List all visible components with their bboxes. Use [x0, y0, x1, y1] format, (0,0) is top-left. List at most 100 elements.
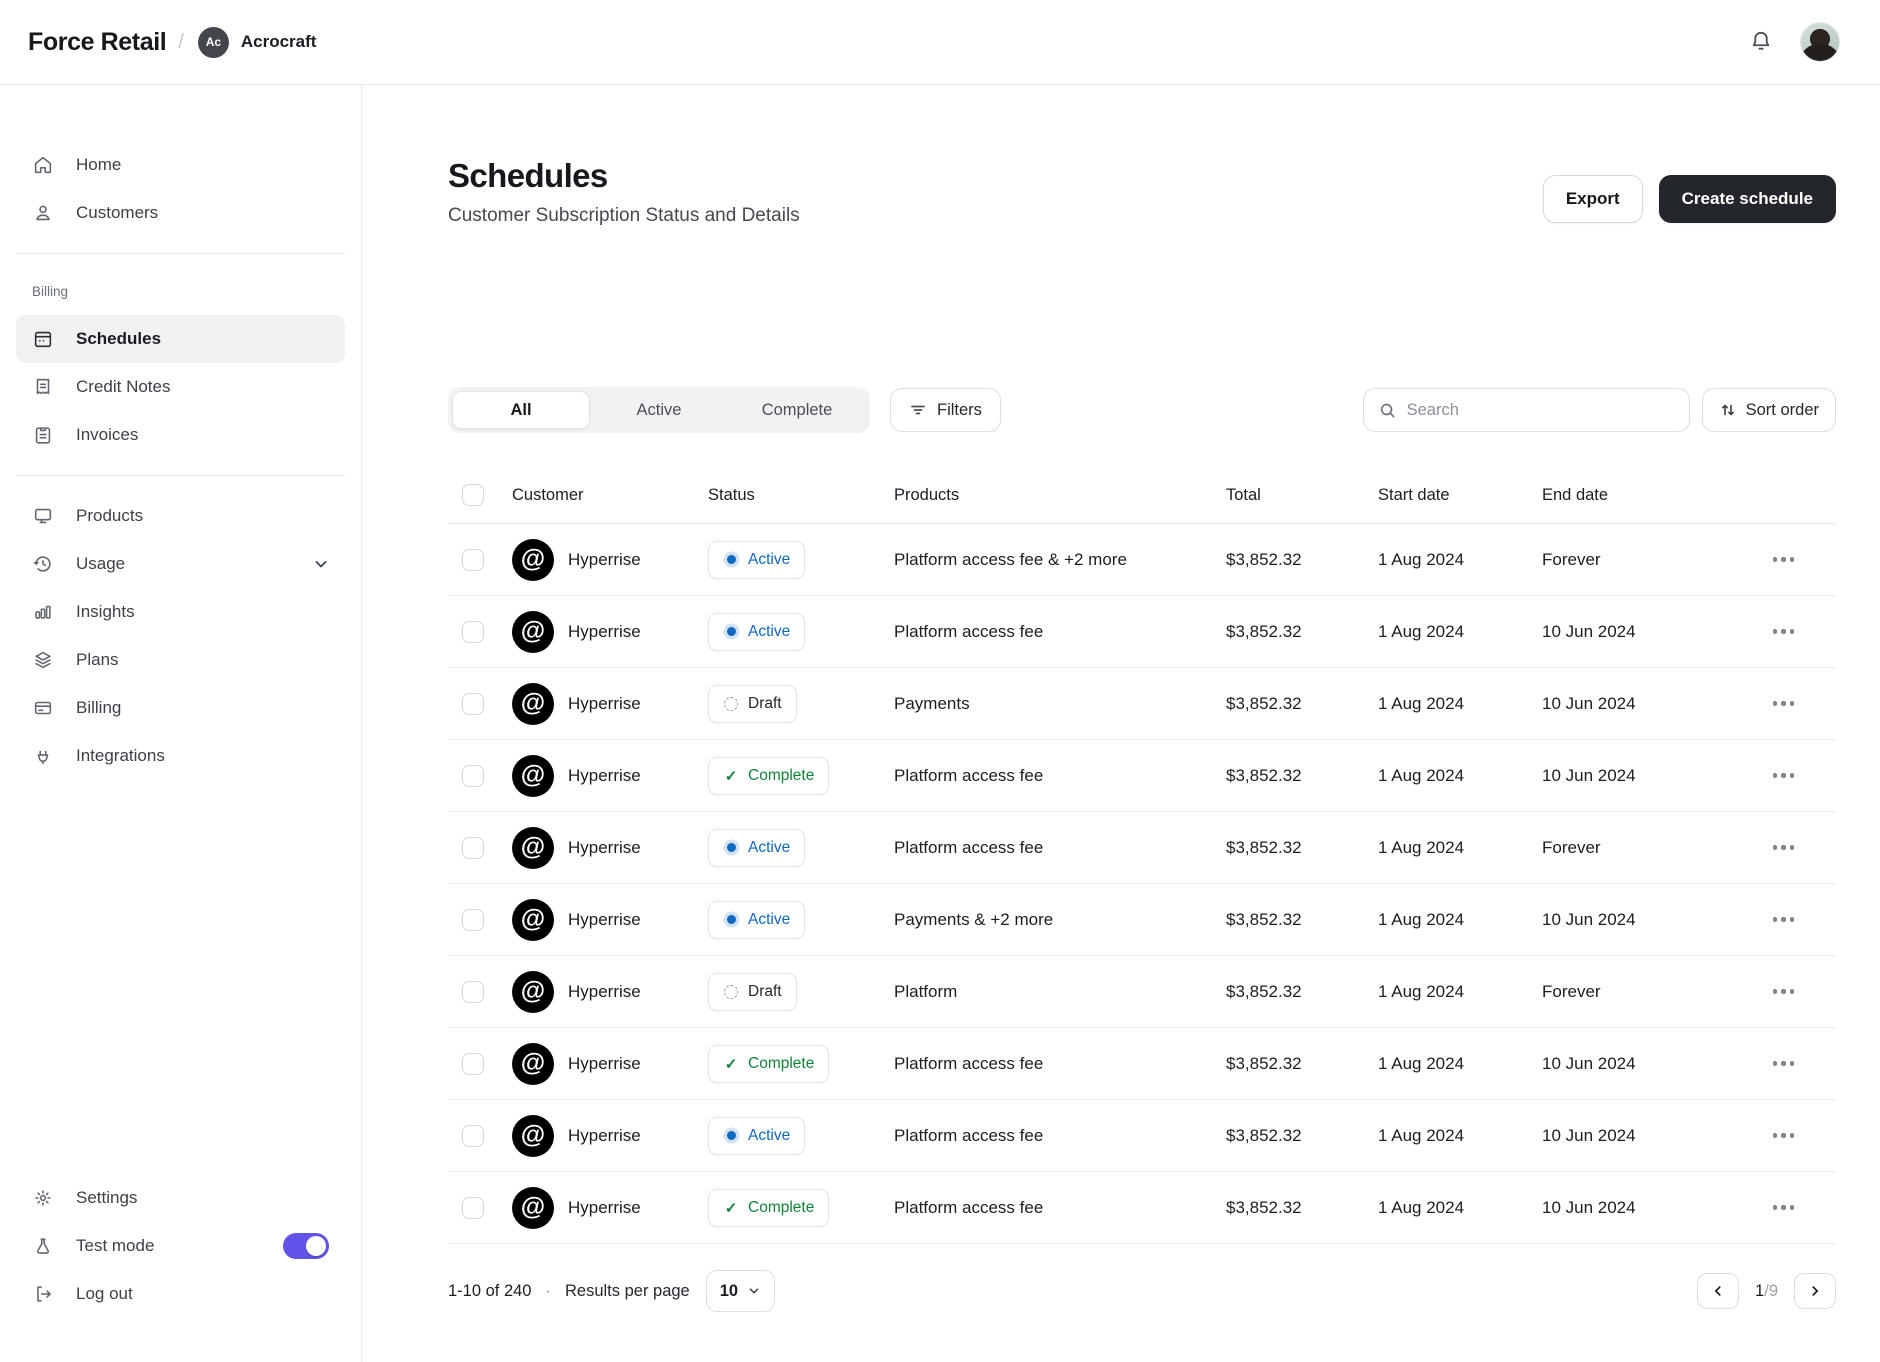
customer-name: Hyperrise: [568, 1197, 641, 1217]
status-icon: [723, 1128, 739, 1144]
column-header-start-date[interactable]: Start date: [1378, 485, 1450, 504]
sidebar-item-invoices[interactable]: Invoices: [16, 411, 345, 459]
row-checkbox[interactable]: [462, 692, 484, 715]
column-header-total[interactable]: Total: [1226, 485, 1261, 504]
row-checkbox[interactable]: [462, 548, 484, 571]
column-header-products[interactable]: Products: [894, 485, 960, 504]
credit-notes-icon: [32, 376, 54, 398]
table-header: Customer Status Products Total Start dat…: [448, 467, 1836, 524]
row-checkbox[interactable]: [462, 908, 484, 931]
row-checkbox[interactable]: [462, 620, 484, 643]
row-actions-menu[interactable]: [1771, 1199, 1797, 1216]
export-button[interactable]: Export: [1542, 175, 1643, 223]
sidebar-divider: [16, 475, 345, 476]
row-actions-menu[interactable]: [1771, 551, 1797, 568]
sidebar-item-products[interactable]: Products: [16, 492, 345, 540]
test-mode-toggle[interactable]: [283, 1233, 329, 1259]
status-badge: Active: [708, 540, 806, 579]
sidebar-item-logout[interactable]: Log out: [16, 1270, 345, 1318]
sidebar-item-settings[interactable]: Settings: [16, 1174, 345, 1222]
end-date-cell: 10 Jun 2024: [1542, 693, 1636, 713]
row-actions-menu[interactable]: [1771, 911, 1797, 928]
filters-label: Filters: [937, 400, 982, 419]
sidebar-item-label: Billing: [76, 698, 122, 717]
row-actions-menu[interactable]: [1771, 767, 1797, 784]
start-date-cell: 1 Aug 2024: [1378, 1125, 1465, 1145]
tab-active[interactable]: Active: [636, 400, 682, 419]
status-icon: [723, 912, 739, 928]
row-actions-menu[interactable]: [1771, 1055, 1797, 1072]
sidebar-item-schedules[interactable]: Schedules: [16, 315, 345, 363]
sidebar-item-customers[interactable]: Customers: [16, 189, 345, 237]
bell-icon[interactable]: [1748, 29, 1774, 55]
customer-name: Hyperrise: [568, 909, 641, 929]
org-avatar[interactable]: Ac: [197, 26, 229, 58]
column-header-end-date[interactable]: End date: [1542, 485, 1609, 504]
start-date-cell: 1 Aug 2024: [1378, 549, 1465, 569]
total-cell: $3,852.32: [1226, 1125, 1302, 1145]
tab-complete[interactable]: Complete: [761, 400, 833, 419]
sidebar-item-credit-notes[interactable]: Credit Notes: [16, 363, 345, 411]
sidebar-divider: [16, 253, 345, 254]
start-date-cell: 1 Aug 2024: [1378, 1053, 1465, 1073]
end-date-cell: 10 Jun 2024: [1542, 621, 1636, 641]
table-row: @ Hyperrise Active Platform access fee &…: [448, 524, 1836, 596]
gear-icon: [32, 1187, 54, 1209]
chevron-down-icon: [749, 1288, 759, 1294]
filters-button[interactable]: Filters: [890, 388, 1001, 432]
column-header-status[interactable]: Status: [708, 485, 755, 504]
sidebar-item-home[interactable]: Home: [16, 141, 345, 189]
status-label: Complete: [748, 766, 815, 784]
customer-logo: @: [512, 538, 554, 581]
total-cell: $3,852.32: [1226, 981, 1302, 1001]
row-actions-menu[interactable]: [1771, 839, 1797, 856]
row-checkbox[interactable]: [462, 836, 484, 859]
sort-order-button[interactable]: Sort order: [1701, 388, 1836, 432]
products-cell: Platform access fee: [894, 1197, 1044, 1217]
breadcrumb-separator: /: [178, 30, 184, 53]
home-icon: [32, 154, 54, 176]
select-all-checkbox[interactable]: [462, 484, 484, 506]
status-label: Complete: [748, 1198, 815, 1216]
row-actions-menu[interactable]: [1771, 623, 1797, 640]
column-header-customer[interactable]: Customer: [512, 485, 584, 504]
search-input[interactable]: [1406, 400, 1675, 420]
row-actions-menu[interactable]: [1771, 983, 1797, 1000]
next-page-button[interactable]: [1794, 1273, 1836, 1309]
org-name[interactable]: Acrocraft: [240, 32, 317, 51]
table-row: @ Hyperrise Active Platform access fee $…: [448, 812, 1836, 884]
end-date-cell: 10 Jun 2024: [1542, 1053, 1636, 1073]
sidebar-item-usage[interactable]: Usage: [16, 540, 345, 588]
end-date-cell: Forever: [1542, 549, 1601, 569]
prev-page-button[interactable]: [1697, 1273, 1740, 1309]
sidebar-item-label: Insights: [76, 602, 135, 621]
customers-icon: [32, 202, 54, 224]
sidebar-item-label: Test mode: [76, 1236, 155, 1255]
customer-name: Hyperrise: [568, 1053, 641, 1073]
row-actions-menu[interactable]: [1771, 695, 1797, 712]
tab-all[interactable]: All: [452, 391, 590, 429]
status-icon: [723, 1200, 739, 1216]
sidebar-item-test-mode[interactable]: Test mode: [16, 1222, 345, 1270]
products-cell: Payments: [894, 693, 970, 713]
user-avatar[interactable]: [1800, 22, 1840, 62]
customer-logo: @: [512, 898, 554, 941]
status-badge: Active: [708, 612, 806, 651]
row-checkbox[interactable]: [462, 980, 484, 1003]
sidebar-item-insights[interactable]: Insights: [16, 588, 345, 636]
end-date-cell: 10 Jun 2024: [1542, 909, 1636, 929]
per-page-select[interactable]: 10: [705, 1270, 776, 1312]
row-checkbox[interactable]: [462, 1196, 484, 1219]
end-date-cell: 10 Jun 2024: [1542, 1125, 1636, 1145]
status-label: Active: [748, 910, 791, 928]
customer-logo: @: [512, 1042, 554, 1085]
create-schedule-button[interactable]: Create schedule: [1658, 175, 1836, 223]
row-checkbox[interactable]: [462, 764, 484, 787]
sidebar-item-integrations[interactable]: Integrations: [16, 732, 345, 780]
row-actions-menu[interactable]: [1771, 1127, 1797, 1144]
row-checkbox[interactable]: [462, 1052, 484, 1075]
sidebar-item-billing[interactable]: Billing: [16, 684, 345, 732]
sidebar-item-plans[interactable]: Plans: [16, 636, 345, 684]
status-tabs: All Active Complete: [448, 387, 870, 433]
row-checkbox[interactable]: [462, 1124, 484, 1147]
